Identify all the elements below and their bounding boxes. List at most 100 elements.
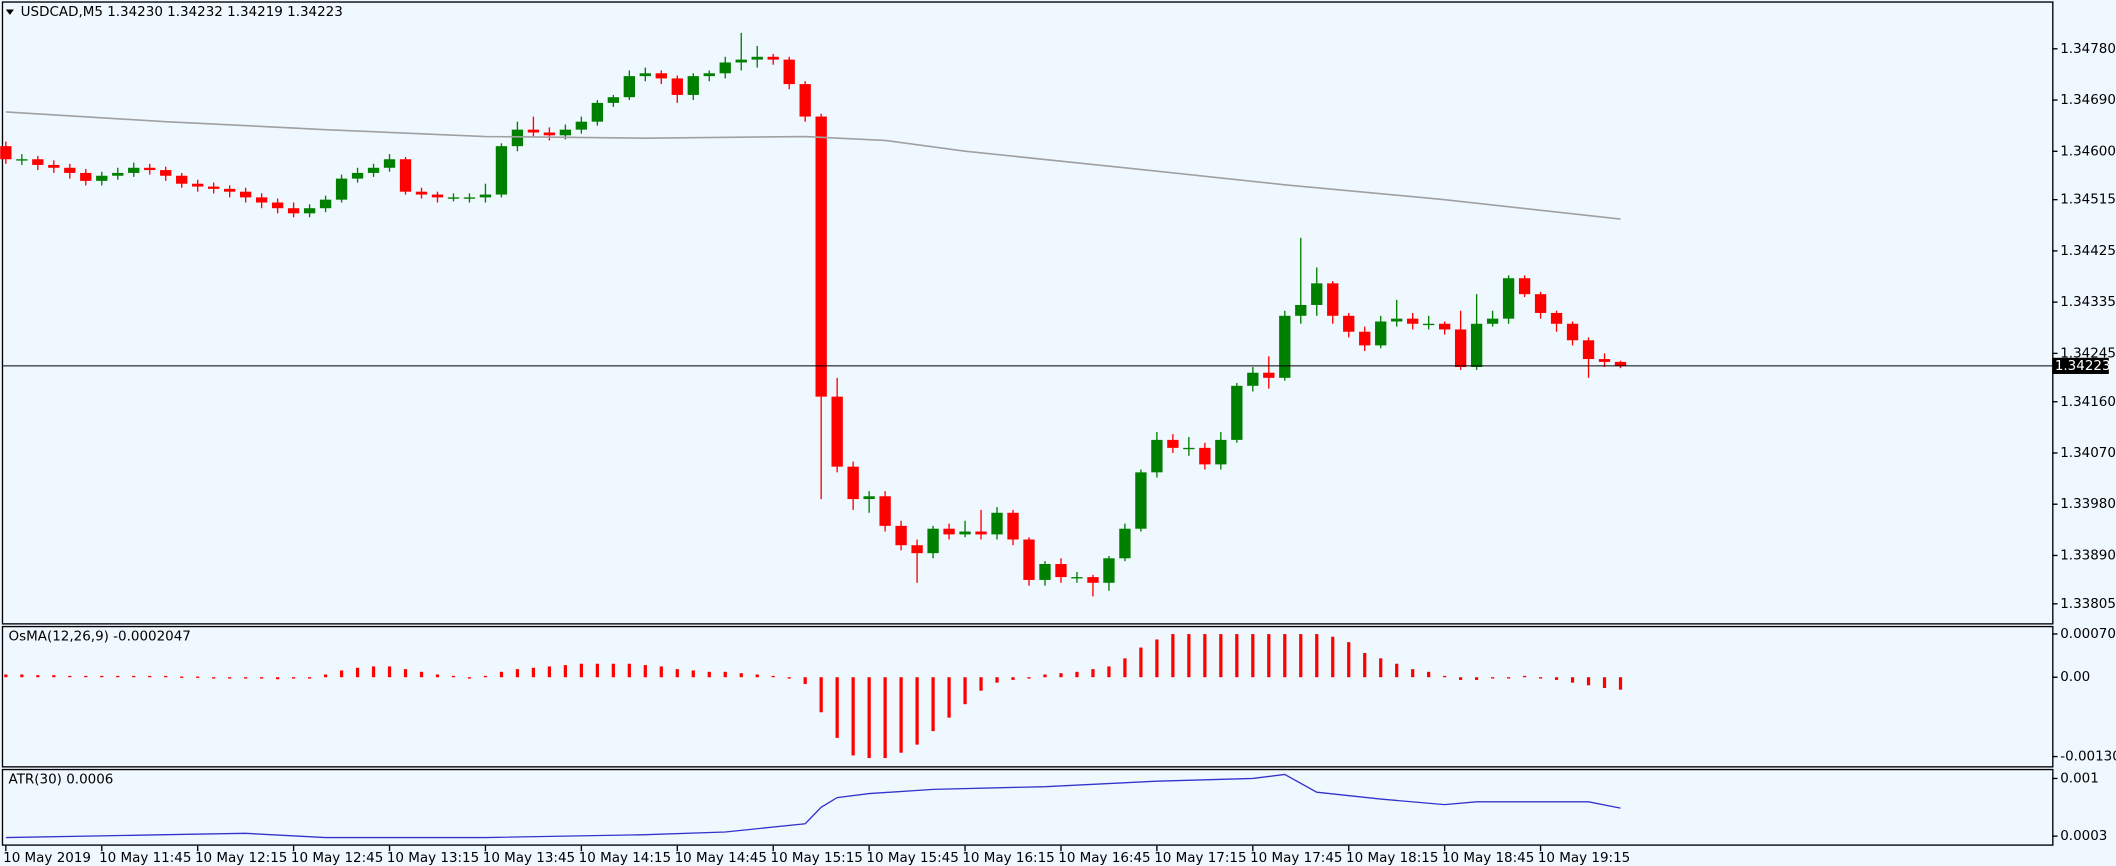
histogram-bar <box>1443 675 1447 678</box>
candle-body <box>1550 312 1563 324</box>
candle-body <box>32 159 44 165</box>
histogram-bar <box>371 666 376 678</box>
histogram-bar <box>707 671 711 678</box>
histogram-bar <box>611 663 615 678</box>
y-tick-label: 1.34425 <box>2060 243 2116 259</box>
histogram-bar <box>1123 658 1127 678</box>
menu-arrow[interactable] <box>5 9 14 15</box>
histogram-bar <box>307 677 312 679</box>
histogram-bar <box>947 677 951 718</box>
histogram-bar <box>323 674 328 678</box>
candle-body <box>64 167 76 173</box>
y-tick-label: 1.33980 <box>2060 496 2116 512</box>
candle-body <box>383 159 396 168</box>
candle-body <box>1247 372 1259 386</box>
histogram-bar <box>387 666 392 678</box>
histogram-bar <box>899 677 903 753</box>
osma-frame <box>1 625 2054 768</box>
candle-body <box>1438 323 1451 330</box>
candle-body <box>351 172 364 179</box>
histogram-bar <box>4 674 8 678</box>
candle-body <box>1039 563 1051 580</box>
candle-body <box>160 170 172 176</box>
candle-body <box>1486 318 1499 324</box>
candle-body <box>847 466 859 500</box>
histogram-bar <box>1331 636 1335 678</box>
histogram-bar <box>755 674 759 678</box>
histogram-bar <box>595 663 599 678</box>
y-tick-label: 1.34780 <box>2060 41 2116 57</box>
candle-body <box>1231 385 1243 440</box>
histogram-bar <box>1043 674 1047 678</box>
histogram-bar <box>1171 634 1175 678</box>
histogram-bar <box>1219 634 1223 678</box>
x-tick-label: 10 May 18:15 <box>1346 850 1438 866</box>
histogram-bar <box>563 665 568 678</box>
histogram-bar <box>691 670 695 678</box>
histogram-bar <box>1602 677 1607 689</box>
candle-body <box>1183 447 1195 450</box>
candle-body <box>1311 283 1323 305</box>
indicator-line <box>5 773 1621 839</box>
candle-body <box>399 159 412 192</box>
histogram-bar <box>963 677 967 705</box>
histogram-bar <box>116 675 120 678</box>
y-tick-label: 0.0007087 <box>2060 626 2116 642</box>
main-frame <box>1 1 2054 625</box>
histogram-bar <box>1139 647 1143 678</box>
candle-body <box>239 191 252 198</box>
histogram-bar <box>1059 673 1063 678</box>
histogram-bar <box>339 670 344 678</box>
candle-body <box>1023 539 1035 580</box>
y-tick-label: 0.00 <box>2060 669 2090 685</box>
y-tick-label: 1.34070 <box>2060 445 2116 461</box>
histogram-bar <box>819 677 823 713</box>
histogram-bar <box>659 666 663 678</box>
candle-body <box>16 159 28 161</box>
candle-body <box>0 146 12 160</box>
histogram-bar <box>20 674 24 678</box>
candle-body <box>543 132 556 136</box>
candle-body <box>1407 318 1419 324</box>
y-tick-label: 1.34160 <box>2060 394 2116 410</box>
candle-body <box>223 188 236 192</box>
histogram-bar <box>867 677 871 759</box>
candle-body <box>511 129 524 147</box>
histogram-bar <box>403 669 408 678</box>
candle-body <box>623 76 635 98</box>
y-tick-label: -0.0013005 <box>2060 749 2116 765</box>
histogram-bar <box>132 675 136 678</box>
histogram-bar <box>835 677 839 738</box>
histogram-bar <box>499 671 504 678</box>
candle-body <box>799 84 811 117</box>
candle-body <box>1518 278 1531 295</box>
indicator-title: OsMA(12,26,9) -0.0002047 <box>9 629 191 645</box>
histogram-bar <box>228 677 232 679</box>
candle-body <box>303 208 316 214</box>
candle-body <box>895 525 907 546</box>
histogram-bar <box>1490 677 1495 679</box>
histogram-bar <box>1251 634 1255 678</box>
candle-body <box>559 129 572 136</box>
candle-body <box>1279 315 1291 378</box>
candle-body <box>1151 439 1163 473</box>
histogram-bar <box>1155 639 1159 678</box>
candle-body <box>1119 528 1131 559</box>
candle-body <box>703 73 715 77</box>
x-tick-label: 10 May 14:45 <box>675 850 767 866</box>
histogram-bar <box>164 675 168 678</box>
histogram-bar <box>675 669 679 678</box>
histogram-bar <box>1075 671 1079 678</box>
x-tick-label: 10 May 18:45 <box>1442 850 1534 866</box>
candle-body <box>48 164 60 168</box>
histogram-bar <box>643 665 647 678</box>
y-tick-label: 1.34690 <box>2060 92 2116 108</box>
histogram-bar <box>1315 634 1319 678</box>
candle-body <box>863 496 875 500</box>
candle-body <box>367 167 380 173</box>
candle-body <box>879 496 891 526</box>
y-tick-label: 1.34515 <box>2060 192 2116 208</box>
candle-body <box>415 191 428 195</box>
candle-body <box>447 197 460 199</box>
